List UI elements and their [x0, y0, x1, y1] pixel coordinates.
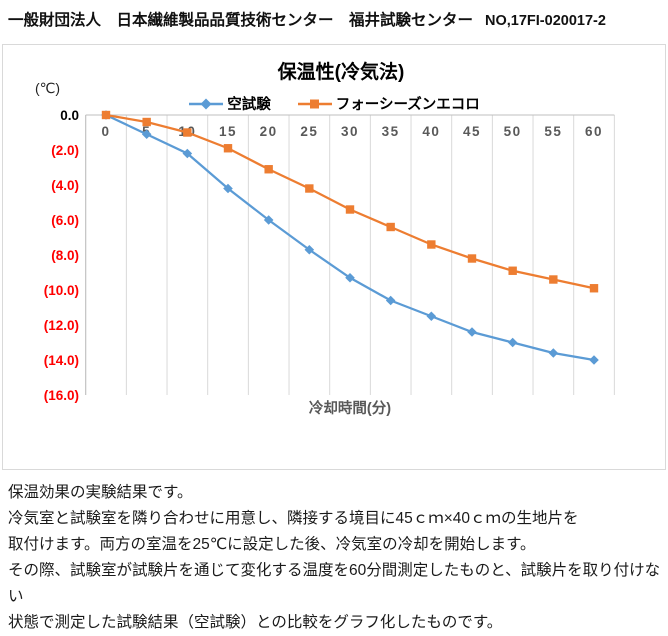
organization-name: 一般財団法人 日本繊維製品品質技術センター 福井試験センター: [8, 12, 474, 29]
plot-area: 0.0 (2.0) (4.0) (6.0) (8.0) (10.0) (12.0) (14.0…: [44, 108, 615, 403]
report-header: 一般財団法人 日本繊維製品品質技術センター 福井試験センター NO,17FI-02…: [8, 8, 664, 30]
y-tick-label: (10.0): [44, 283, 79, 298]
data-point-square: [589, 284, 599, 293]
description-line: 冷気室と試験室を隣り合わせに用意し、隣接する境目に45ｃｍ×40ｃｍの生地片を: [8, 510, 579, 527]
legend: 空試験 フォーシーズンエコロ: [3, 93, 665, 114]
line-diamond-marker-icon: [189, 98, 224, 109]
chart-title: 保温性(冷気法): [277, 62, 405, 83]
data-point-square: [223, 144, 233, 153]
x-axis-title: 冷却時間(分): [308, 401, 392, 417]
data-point-square: [305, 184, 314, 193]
x-tick-label: 35: [382, 124, 400, 139]
x-tick-label: 60: [585, 124, 603, 139]
data-point-square: [101, 110, 111, 120]
y-tick-label: (4.0): [51, 178, 79, 193]
data-point-diamond: [182, 148, 193, 159]
data-point-square: [549, 275, 558, 284]
y-tick-label: (16.0): [44, 388, 79, 403]
chart: 0.0 (2.0) (4.0) (6.0) (8.0) (10.0) (12.0) (14.0…: [2, 44, 666, 470]
data-point-square: [345, 205, 355, 214]
data-point-diamond: [548, 348, 559, 358]
y-tick-label: (6.0): [51, 213, 79, 228]
data-point-diamond: [223, 183, 233, 194]
x-tick-label: 45: [463, 124, 481, 139]
y-tick-label: (14.0): [44, 353, 79, 368]
data-point-diamond: [263, 215, 274, 225]
data-point-diamond: [385, 295, 396, 306]
x-tick-label: 50: [504, 124, 522, 139]
description-text: 保温効果の実験結果です。 冷気室と試験室を隣り合わせに用意し、隣接する境目に45…: [8, 480, 662, 636]
x-tick-label: 20: [260, 124, 278, 139]
data-point-diamond: [426, 311, 437, 322]
data-point-square: [508, 266, 517, 275]
data-point-diamond: [589, 355, 599, 365]
data-point-diamond: [304, 244, 315, 255]
y-tick-label: (2.0): [51, 143, 79, 158]
data-point-diamond: [345, 272, 355, 283]
y-tick-label: (8.0): [51, 248, 79, 263]
y-tick-label: 0.0: [60, 108, 79, 123]
x-tick-label: 15: [219, 124, 237, 139]
x-tick-label: 30: [341, 124, 359, 139]
data-point-square: [142, 117, 151, 127]
data-point-diamond: [507, 337, 518, 348]
y-tick-label: (12.0): [44, 318, 79, 333]
x-tick-label: 55: [544, 124, 562, 139]
data-point-diamond: [141, 129, 152, 140]
description-line: その際、試験室が試験片を通じて変化する温度を60分間測定したものと、試験片を取り…: [8, 562, 661, 605]
x-tick-label: 40: [422, 124, 440, 139]
y-axis-unit-label: (℃): [35, 80, 61, 96]
legend-item-blank-test: 空試験: [188, 93, 271, 114]
description-line: 保温効果の実験結果です。: [8, 484, 193, 501]
data-point-square: [183, 128, 192, 137]
legend-label-blank-test: 空試験: [227, 97, 271, 113]
data-point-diamond: [467, 327, 477, 337]
legend-label-four-seasons-ecolo: フォーシーズンエコロ: [335, 97, 480, 113]
series-line: [105, 113, 595, 290]
description-line: 取付けます。両方の室温を25℃に設定した後、冷気室の冷却を開始します。: [8, 536, 536, 553]
line-square-marker-icon: [297, 99, 332, 108]
x-tick-label: 0: [101, 124, 110, 139]
report-number: NO,17FI-020017-2: [485, 13, 606, 29]
series-line: [105, 113, 595, 362]
x-tick-label: 25: [300, 124, 318, 139]
data-point-square: [386, 222, 395, 232]
data-point-square: [264, 165, 273, 174]
legend-item-four-seasons-ecolo: フォーシーズンエコロ: [297, 93, 480, 114]
data-point-square: [467, 254, 477, 263]
data-point-square: [427, 240, 436, 249]
